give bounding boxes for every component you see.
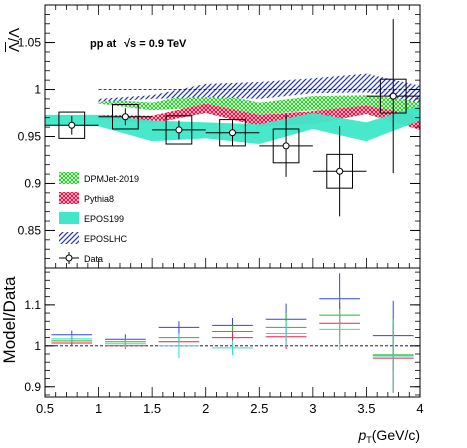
legend-entry: EPOSLHC <box>59 232 128 244</box>
legend-label: EPOSLHC <box>84 234 128 244</box>
y-tick-label: 1.05 <box>18 36 42 50</box>
top-panel: 0.85 0.9 0.95 1 1.05 pp at √s = 0.9 TeV DPMJ… <box>18 4 421 269</box>
x-tick-label: 2.5 <box>250 401 268 416</box>
bottom-panel: 0.9 1 1.1 0.5 1 1.5 2 2.5 3 3.5 4 pT(GeV/c) <box>24 267 424 445</box>
data-marker <box>229 129 236 137</box>
y-tick-label: 0.85 <box>18 223 42 237</box>
lambda-symbol: Λ <box>6 27 23 38</box>
data-marker <box>389 92 397 100</box>
data-point <box>205 119 260 147</box>
data-point <box>98 104 153 130</box>
legend-swatch <box>59 172 79 184</box>
ratio-series <box>51 273 414 393</box>
bottom-y-axis-label: Model/Data <box>0 276 19 364</box>
top-y-axis-label: Λ/Λ <box>6 27 23 53</box>
legend-entry: DPMJet-2019 <box>59 172 139 184</box>
legend-label: Pythia8 <box>84 194 114 204</box>
data-point <box>152 115 206 145</box>
annotation-system: pp at <box>90 38 117 50</box>
y-tick-label: 1 <box>34 83 41 97</box>
y-tick-label: 1.1 <box>24 298 41 312</box>
data-points <box>45 19 420 217</box>
legend: DPMJet-2019 Pythia8 EPOS199 EPOSLHC Data <box>59 172 139 264</box>
data-point <box>312 126 367 217</box>
legend-swatch <box>59 212 79 224</box>
y-tick-label: 1 <box>34 339 41 353</box>
legend-entry: Data <box>59 252 103 264</box>
legend-label: DPMJet-2019 <box>84 174 139 184</box>
data-marker <box>175 126 183 134</box>
ratio-eposlhc <box>51 273 414 371</box>
y-tick-label: 0.9 <box>24 176 41 190</box>
x-tick-label: 2 <box>202 401 209 416</box>
data-point <box>366 19 420 174</box>
legend-swatch <box>59 232 79 244</box>
data-marker <box>336 167 344 175</box>
legend-entry: Pythia8 <box>59 192 114 204</box>
band-eposlhc <box>98 73 420 103</box>
data-marker <box>121 113 129 121</box>
legend-entry: EPOS199 <box>59 212 124 224</box>
antilambda-symbol: Λ <box>6 42 23 53</box>
data-marker <box>68 121 76 129</box>
x-tick-label: 4 <box>416 401 423 416</box>
x-tick-label: 0.5 <box>36 401 54 416</box>
data-point <box>259 114 313 177</box>
x-tick-label: 3 <box>309 401 316 416</box>
annotation-energy: √s = 0.9 TeV <box>124 38 187 50</box>
data-marker <box>282 142 290 150</box>
x-tick-label: 1 <box>95 401 102 416</box>
y-tick-label: 0.9 <box>24 380 41 394</box>
x-tick-label: 3.5 <box>357 401 375 416</box>
ratio-epos199 <box>51 308 414 393</box>
legend-data-marker <box>65 254 73 262</box>
axis-ticks: 0.85 0.9 0.95 1 1.05 <box>18 4 421 268</box>
axis-ticks: 0.9 1 1.1 0.5 1 1.5 2 2.5 3 3.5 4 <box>24 271 424 416</box>
data-point <box>45 111 99 139</box>
band-pythia8 <box>98 103 420 130</box>
plot-frame <box>44 267 421 398</box>
legend-label: Data <box>84 254 103 264</box>
x-axis-label: pT(GeV/c) <box>357 427 420 445</box>
y-tick-label: 0.95 <box>18 130 42 144</box>
x-tick-label: 1.5 <box>143 401 161 416</box>
annotation: pp at √s = 0.9 TeV <box>90 38 187 50</box>
legend-swatch <box>59 192 79 204</box>
legend-label: EPOS199 <box>84 214 124 224</box>
